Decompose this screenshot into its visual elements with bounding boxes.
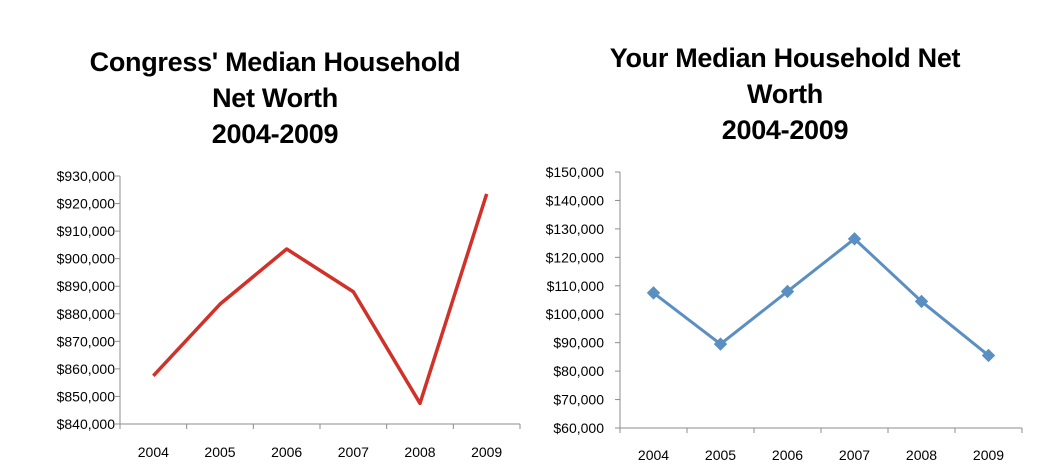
y-tick-label: $70,000 — [553, 392, 604, 408]
y-tick-label: $920,000 — [57, 196, 116, 212]
x-tick-label: 2007 — [338, 444, 369, 460]
x-tick-label: 2005 — [204, 444, 235, 460]
x-tick-label: 2007 — [839, 447, 870, 463]
title-line: Worth — [747, 79, 823, 109]
your-chart: $60,000 $70,000 $80,000 $90,000 $100,000 $110… — [546, 164, 1023, 463]
x-tick-label: 2009 — [471, 444, 502, 460]
y-tick-label: $90,000 — [553, 335, 604, 351]
y-tick-label: $910,000 — [57, 223, 116, 239]
congress-chart-title: Congress' Median Household Net Worth 200… — [40, 44, 510, 152]
data-point-marker — [981, 348, 996, 363]
x-tick-label: 2008 — [906, 447, 937, 463]
data-point-marker — [847, 232, 862, 246]
x-tick-label: 2004 — [638, 447, 669, 463]
y-tick-label: $140,000 — [546, 192, 605, 208]
y-tick-label: $900,000 — [57, 251, 116, 267]
data-point-marker — [646, 286, 661, 300]
congress-chart: $840,000 $850,000 $860,000 $870,000 $880,000… — [57, 168, 521, 460]
y-tick-label: $60,000 — [553, 420, 604, 436]
y-tick-label: $870,000 — [57, 333, 116, 349]
x-tick-label: 2009 — [973, 447, 1004, 463]
y-tick-label: $930,000 — [57, 168, 116, 184]
y-tick-label: $80,000 — [553, 363, 604, 379]
x-tick-label: 2005 — [705, 447, 736, 463]
data-point-marker — [914, 294, 929, 309]
y-tick-label: $890,000 — [57, 278, 116, 294]
y-tick-label: $850,000 — [57, 388, 116, 404]
y-tick-label: $840,000 — [57, 416, 116, 432]
y-tick-label: $110,000 — [547, 278, 605, 294]
y-tick-label: $880,000 — [57, 306, 116, 322]
x-tick-label: 2006 — [271, 444, 302, 460]
x-tick-label: 2008 — [404, 444, 435, 460]
data-point-marker — [780, 284, 795, 299]
title-line: Your Median Household Net — [609, 43, 961, 73]
y-tick-label: $860,000 — [57, 361, 116, 377]
your-chart-title: Your Median Household Net Worth 2004-200… — [540, 40, 1030, 148]
title-line: Net Worth — [212, 83, 338, 113]
title-line: 2004-2009 — [721, 115, 849, 145]
y-tick-label: $150,000 — [546, 164, 605, 180]
y-tick-label: $130,000 — [546, 221, 605, 237]
x-tick-label: 2004 — [138, 444, 169, 460]
y-tick-label: $120,000 — [546, 249, 605, 265]
y-tick-label: $100,000 — [546, 306, 605, 322]
series-line — [652, 237, 990, 357]
title-line: Congress' Median Household — [89, 47, 461, 77]
series-line — [152, 193, 489, 406]
data-point-marker — [713, 337, 728, 351]
x-tick-label: 2006 — [772, 447, 803, 463]
title-line: 2004-2009 — [211, 119, 339, 149]
